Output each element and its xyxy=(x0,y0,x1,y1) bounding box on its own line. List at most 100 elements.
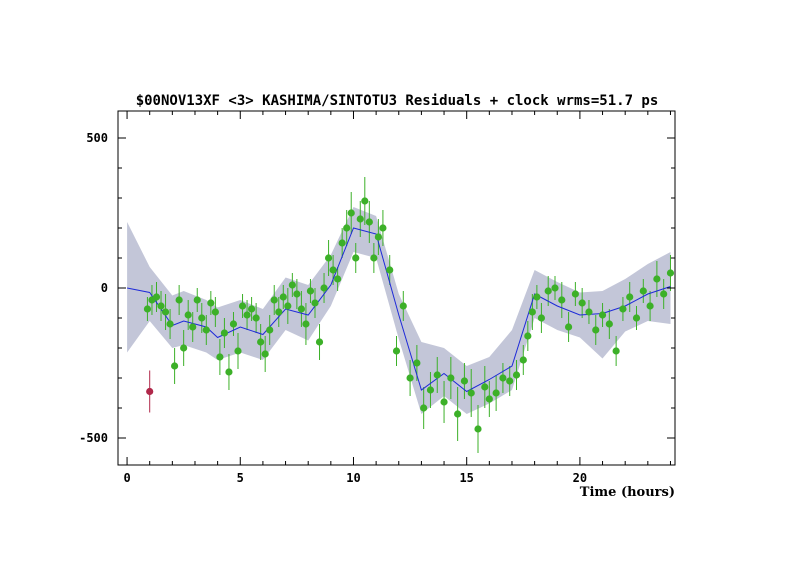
data-point xyxy=(370,254,378,262)
data-point xyxy=(207,299,215,307)
data-point xyxy=(329,266,337,274)
data-point xyxy=(266,326,274,334)
data-point xyxy=(334,275,342,283)
x-tick-label: 0 xyxy=(123,471,130,485)
data-point xyxy=(454,410,462,418)
data-point xyxy=(592,326,600,334)
data-point xyxy=(189,323,197,331)
data-point xyxy=(347,209,355,217)
data-point xyxy=(426,386,435,394)
data-point xyxy=(193,296,201,304)
data-point xyxy=(524,332,532,340)
data-point xyxy=(152,293,161,301)
data-point xyxy=(161,308,170,316)
data-point xyxy=(639,287,647,295)
data-point xyxy=(528,308,536,316)
data-point xyxy=(356,215,364,223)
data-point xyxy=(433,371,441,379)
y-tick-label: -500 xyxy=(79,431,108,445)
data-point xyxy=(506,377,514,385)
data-point xyxy=(284,302,292,310)
data-point xyxy=(499,374,507,382)
data-point xyxy=(386,266,394,274)
data-point xyxy=(626,293,634,301)
data-point xyxy=(211,308,219,316)
data-point xyxy=(564,323,573,331)
data-point xyxy=(467,389,475,397)
data-point xyxy=(302,320,310,328)
data-point xyxy=(171,362,179,370)
data-point xyxy=(612,347,620,355)
data-point xyxy=(653,275,661,283)
data-point xyxy=(202,326,210,334)
y-tick-label: 0 xyxy=(101,281,108,295)
uncertainty-band xyxy=(127,207,671,414)
data-point xyxy=(485,395,493,403)
data-point xyxy=(343,224,351,232)
data-point xyxy=(247,305,256,313)
data-point xyxy=(261,350,269,358)
data-point xyxy=(492,389,500,397)
data-point xyxy=(243,311,251,319)
data-point xyxy=(184,311,192,319)
data-point xyxy=(288,281,296,289)
data-point xyxy=(157,302,165,310)
data-point xyxy=(413,359,421,367)
data-point xyxy=(460,377,469,385)
data-point xyxy=(143,305,152,313)
data-point xyxy=(175,296,183,304)
data-point xyxy=(198,314,206,322)
x-axis-label: Time (hours) xyxy=(580,485,675,500)
y-tick-label: 500 xyxy=(86,131,108,145)
x-tick-label: 20 xyxy=(573,471,587,485)
data-point xyxy=(666,269,675,277)
data-point xyxy=(551,284,559,292)
data-point xyxy=(605,320,613,328)
data-point xyxy=(406,374,414,382)
data-point xyxy=(275,308,283,316)
data-point xyxy=(558,296,566,304)
data-point xyxy=(519,356,527,364)
data-point xyxy=(257,338,265,346)
data-point xyxy=(279,293,287,301)
data-point xyxy=(225,368,233,376)
data-point xyxy=(440,398,448,406)
data-point xyxy=(474,425,482,433)
data-point xyxy=(338,239,346,247)
data-point xyxy=(399,302,407,310)
data-point xyxy=(598,311,607,319)
data-point xyxy=(315,338,324,346)
residual-points xyxy=(143,197,675,433)
data-point xyxy=(311,299,319,307)
data-point xyxy=(216,353,224,361)
data-point xyxy=(293,290,301,298)
data-point xyxy=(537,314,546,322)
data-point xyxy=(234,347,242,355)
data-point xyxy=(180,344,188,352)
x-tick-label: 15 xyxy=(459,471,473,485)
data-point xyxy=(166,320,174,328)
outlier-points xyxy=(146,370,154,413)
data-point xyxy=(619,305,627,313)
data-point xyxy=(320,284,328,292)
plot-area xyxy=(127,177,675,453)
data-point xyxy=(578,299,586,307)
data-point xyxy=(379,224,387,232)
data-point xyxy=(229,320,238,328)
data-point xyxy=(585,308,593,316)
data-point xyxy=(365,218,373,226)
data-point xyxy=(420,404,428,412)
x-axis-ticks: 0 5 10 15 20 xyxy=(123,111,671,485)
data-point xyxy=(297,305,306,313)
y-axis-ticks: -500 0 500 xyxy=(79,131,675,445)
data-point xyxy=(252,314,260,322)
data-point xyxy=(512,371,521,379)
data-point xyxy=(392,347,401,355)
data-point xyxy=(660,290,668,298)
data-point xyxy=(533,293,541,301)
chart-title: $00NOV13XF <3> KASHIMA/SINTOTU3 Residual… xyxy=(136,93,659,109)
data-point xyxy=(571,290,579,298)
data-point xyxy=(447,374,455,382)
data-point xyxy=(306,287,315,295)
